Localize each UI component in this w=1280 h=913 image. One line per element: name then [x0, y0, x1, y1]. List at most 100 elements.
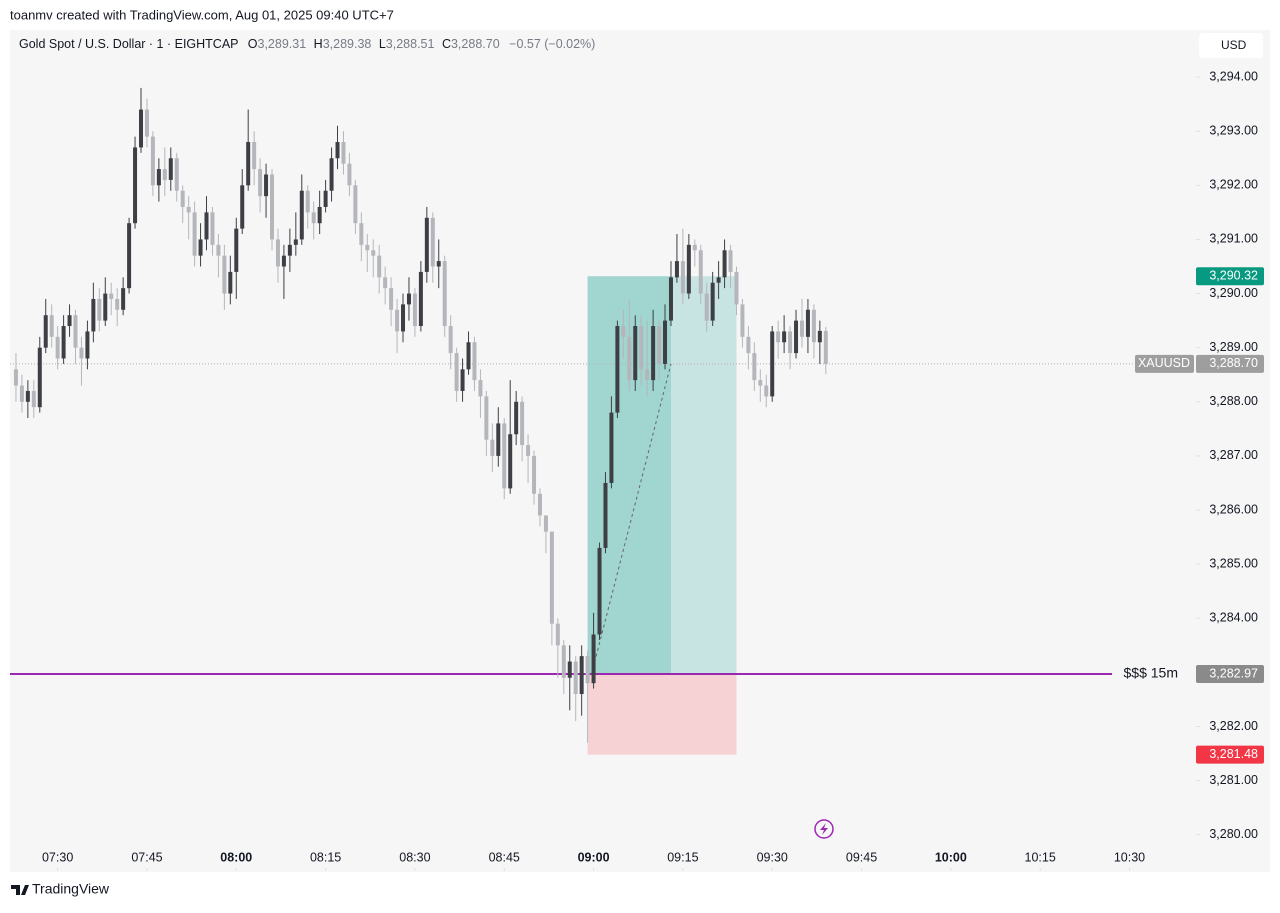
candle-body [311, 212, 316, 224]
x-tick-label: 08:30 [399, 850, 430, 864]
candle-body [543, 515, 548, 532]
candle-body [365, 244, 370, 251]
y-tick-label: 3,287.00 [1209, 448, 1258, 462]
candle-body [430, 217, 435, 267]
candle-body [567, 661, 572, 678]
y-tick-label: 3,285.00 [1209, 556, 1258, 570]
candle-body [49, 315, 54, 337]
price-label-box [1196, 267, 1264, 286]
candle-body [121, 288, 126, 310]
candle-body [799, 320, 804, 337]
candle-body [109, 293, 114, 299]
candle-body [270, 174, 275, 240]
candle-body [537, 493, 542, 516]
plot: 3,280.003,281.003,282.003,283.003,284.00… [10, 69, 1264, 871]
candle-body [776, 331, 781, 343]
candle-body [770, 331, 775, 397]
candle-body [287, 244, 292, 256]
candle-body [502, 423, 507, 489]
y-tick-label: 3,291.00 [1209, 232, 1258, 246]
candle-body [192, 212, 197, 256]
candle-body [234, 228, 239, 272]
lightning-icon[interactable] [814, 819, 834, 839]
candle-body [198, 239, 203, 256]
candle-body [716, 277, 721, 283]
candle-body [73, 315, 78, 348]
candle-body [144, 109, 149, 137]
trade-path [591, 363, 672, 675]
candle-body [150, 136, 155, 186]
candle-body [25, 390, 30, 402]
candle-body [746, 336, 751, 354]
candle-body [91, 298, 96, 332]
candle-body [85, 331, 90, 359]
candle-body [377, 255, 382, 278]
candle-body [43, 315, 48, 348]
candle-body [788, 331, 793, 354]
symbol-label-box [1135, 354, 1194, 373]
candle-body [442, 261, 447, 327]
candle-body [460, 369, 465, 391]
candle-body [621, 326, 626, 337]
candle-body [645, 369, 650, 381]
footer: TradingView [32, 881, 110, 897]
candle-body [168, 158, 173, 180]
candle-body [496, 423, 501, 456]
candle-body [97, 298, 102, 321]
candle-body [573, 661, 578, 695]
candle-body [281, 255, 286, 267]
candle-body [585, 656, 590, 684]
candle-body [371, 250, 376, 256]
candle-body [532, 455, 537, 494]
candle-body [412, 293, 417, 327]
y-tick-label: 3,288.00 [1209, 394, 1258, 408]
candle-body [19, 385, 24, 402]
candle-body [401, 304, 406, 332]
candle-body [79, 347, 84, 359]
candle-body [752, 353, 757, 381]
o-value: 3,289.31 [258, 37, 307, 51]
candle-body [67, 315, 72, 327]
candle-body [258, 169, 263, 197]
candle-body [305, 190, 310, 213]
x-tick-label: 07:45 [131, 850, 162, 864]
candle-body [174, 158, 179, 191]
candle-body [466, 342, 471, 370]
x-tick-label: 10:00 [935, 850, 967, 864]
candle-body [805, 309, 810, 337]
price-label-box [1196, 664, 1264, 683]
header: Gold Spot / U.S. Dollar · 1 · EIGHTCAP O… [19, 37, 595, 51]
candle-body [103, 293, 108, 321]
y-tick-label: 3,293.00 [1209, 123, 1258, 137]
candle-body [436, 261, 441, 267]
candle-body [686, 244, 691, 294]
currency-button[interactable] [1199, 33, 1263, 58]
candle-body [734, 271, 739, 305]
y-tick-label: 3,289.00 [1209, 340, 1258, 354]
candle-body [389, 288, 394, 310]
candle-body [484, 396, 489, 440]
y-tick-label: 3,286.00 [1209, 502, 1258, 516]
y-tick-label: 3,284.00 [1209, 611, 1258, 625]
candle-body [549, 531, 554, 624]
position-loss-zone [587, 673, 737, 755]
change: −0.57 (−0.02%) [509, 37, 595, 51]
candle-body [264, 174, 269, 197]
x-tick-label: 09:45 [846, 850, 877, 864]
symbol-label: XAUUSD [1138, 356, 1190, 370]
candle-body [139, 109, 144, 148]
candle-body [204, 212, 209, 240]
candle-body [246, 142, 251, 186]
candle-body [520, 401, 525, 446]
candle-body [275, 239, 280, 267]
candle-body [133, 147, 138, 224]
currency[interactable]: USD [1221, 38, 1247, 52]
x-tick-label: 08:15 [310, 850, 341, 864]
candle-body [514, 401, 519, 435]
candle-body [764, 385, 769, 397]
attribution: toanmv created with TradingView.com, Aug… [10, 7, 394, 22]
candle-body [55, 336, 60, 359]
candle-body [37, 347, 42, 408]
